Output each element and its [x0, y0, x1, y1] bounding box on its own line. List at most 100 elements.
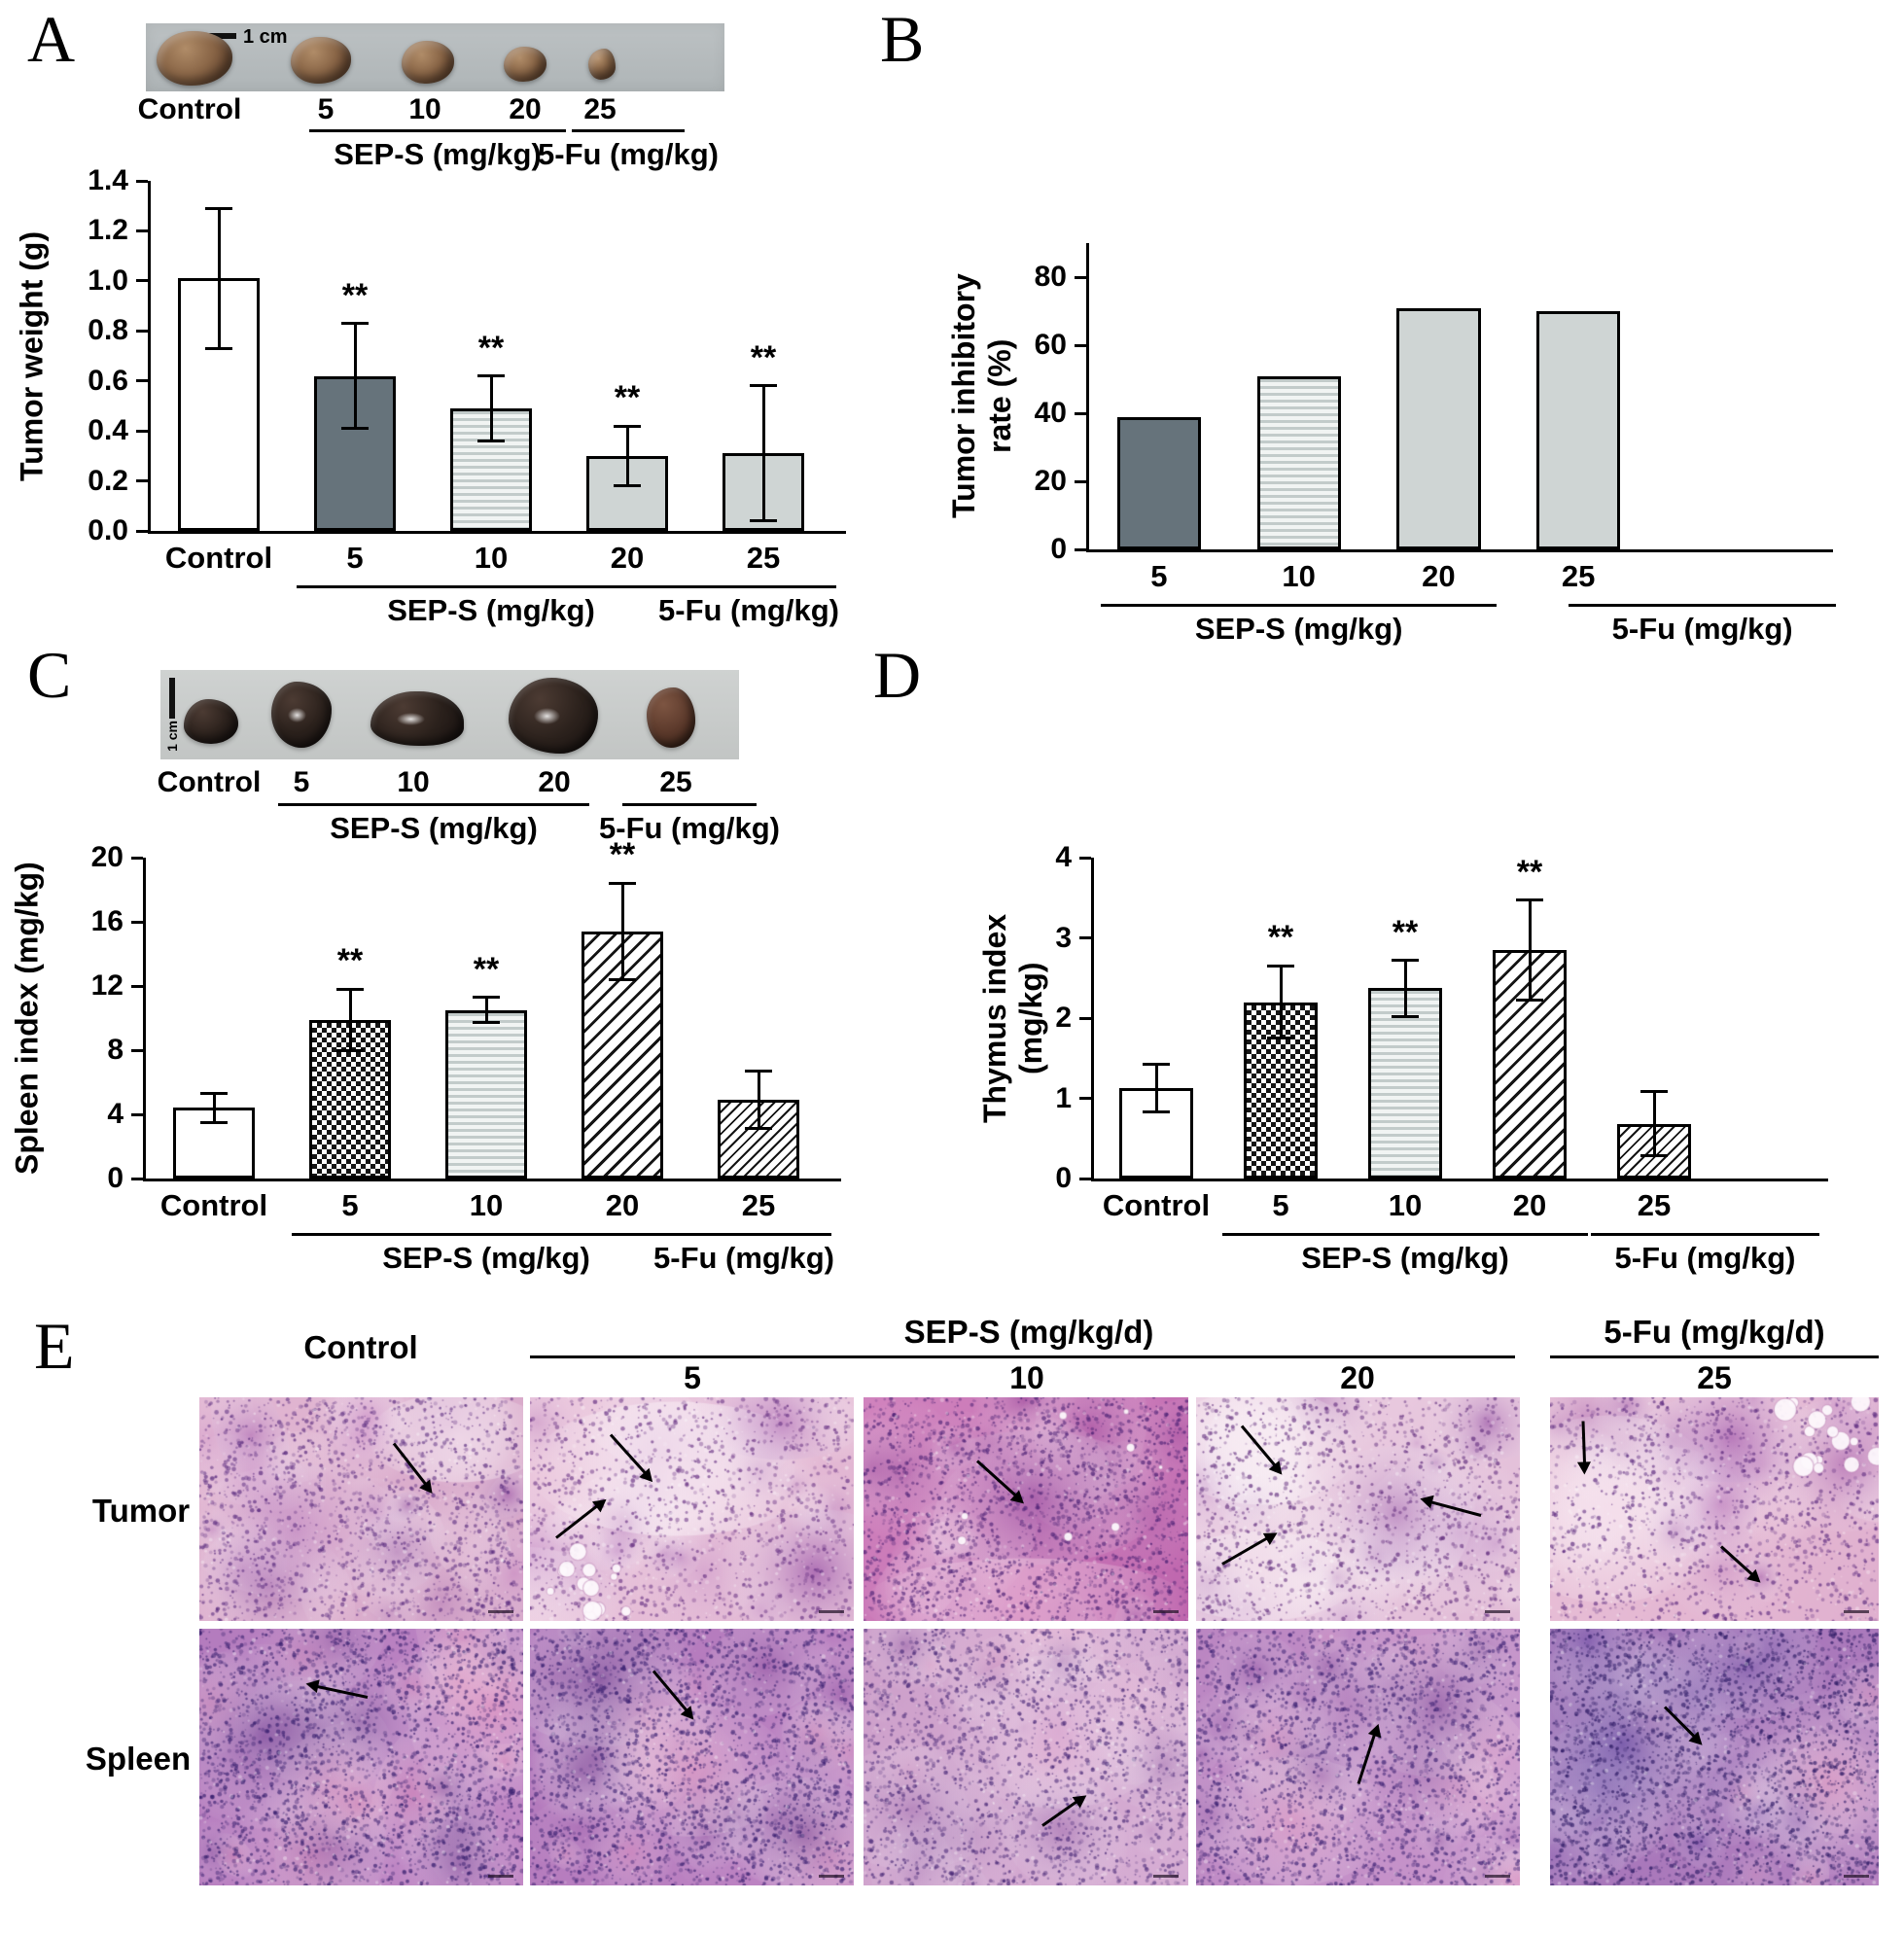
error-cap [609, 977, 636, 981]
e-dose-label: 20 [1340, 1360, 1375, 1395]
error-cap [341, 322, 369, 326]
spleen-photo-labels: Control 5 10 20 25 SEP-S (mg/kg) 5-Fu (mg/kg) [0, 766, 924, 845]
y-axis [1091, 858, 1094, 1181]
error-bar [757, 1071, 760, 1129]
error-cap [200, 1092, 228, 1096]
panel-b: B Tumor inhibitory rate (%) 0 20 40 60 80 5 10 2… [856, 0, 1904, 646]
histology-image-tumor-5 [530, 1397, 854, 1621]
group-label: 5-Fu (mg/kg) [599, 811, 780, 845]
error-cap [477, 439, 505, 442]
x-category-label: Control [159, 1188, 268, 1222]
x-category-label: 25 [1561, 559, 1596, 593]
e-dose-label: 25 [1697, 1360, 1732, 1395]
group-underline [297, 585, 686, 588]
group-underline [622, 803, 757, 806]
y-tick-label: 1.4 [88, 164, 128, 196]
y-tick-label: 2 [1055, 1002, 1072, 1034]
y-tick [131, 984, 143, 988]
spleen-specimen [271, 682, 332, 748]
x-category-label: 5 [1150, 559, 1168, 593]
error-cap [1516, 998, 1543, 1002]
error-bar [1154, 1064, 1158, 1112]
panel-e: E Control SEP-S (mg/kg/d) 5-Fu (mg/kg/d)… [0, 1308, 1904, 1936]
error-cap [1640, 1090, 1668, 1094]
error-bar [1279, 966, 1283, 1038]
x-category-label: 20 [610, 541, 645, 575]
y-tick-label: 4 [107, 1098, 123, 1130]
histology-image-spleen-25 [1550, 1629, 1879, 1885]
histology-image-spleen-20 [1196, 1629, 1520, 1885]
histology-canvas [199, 1629, 523, 1885]
x-category-label: 10 [469, 1188, 504, 1222]
y-axis [143, 858, 146, 1181]
scale-bar [819, 1610, 844, 1613]
histology-canvas [1196, 1629, 1520, 1885]
y-tick [136, 179, 148, 183]
y-tick-label: 60 [1034, 329, 1067, 361]
significance-marker: ** [1392, 913, 1419, 951]
group-label: SEP-S (mg/kg) [1301, 1241, 1509, 1275]
significance-marker: ** [1267, 919, 1294, 957]
y-tick [136, 379, 148, 383]
y-tick-label: 0 [107, 1162, 123, 1194]
histology-image-spleen-control [199, 1629, 523, 1885]
histology-canvas [1550, 1397, 1879, 1621]
bar-10 [445, 1009, 527, 1179]
histology-canvas [530, 1629, 854, 1885]
y-tick [136, 229, 148, 232]
y-tick [131, 1112, 143, 1116]
error-cap [750, 384, 777, 388]
x-category-label: 20 [1512, 1188, 1547, 1222]
group-label: 5-Fu (mg/kg) [1614, 1241, 1796, 1275]
scale-bar [1153, 1875, 1179, 1878]
error-bar [353, 323, 357, 429]
y-tick-label: 20 [90, 841, 123, 873]
error-bar [489, 375, 493, 441]
histology-canvas [1550, 1629, 1879, 1885]
x-category-label: Control [1102, 1188, 1211, 1222]
group-underline [1591, 1233, 1819, 1236]
y-tick-label: 1.2 [88, 214, 128, 247]
group-underline [1100, 604, 1498, 607]
error-cap [609, 881, 636, 885]
tumor-photo-labels: Control 5 10 20 25 SEP-S (mg/kg) 5-Fu (mg/kg) [0, 93, 924, 171]
error-cap [341, 427, 369, 431]
y-tick [1075, 343, 1086, 347]
error-cap [1516, 898, 1543, 902]
x-axis [1091, 1179, 1828, 1181]
x-category-label: 25 [741, 1188, 776, 1222]
significance-marker: ** [1516, 853, 1543, 891]
x-category-label: 5 [341, 1188, 359, 1222]
scale-bar [1485, 1875, 1510, 1878]
group-label: SEP-S (mg/kg) [334, 137, 542, 171]
significance-marker: ** [609, 836, 636, 874]
significance-marker: ** [336, 942, 364, 980]
error-cap [336, 987, 364, 991]
spleen-specimen [370, 691, 464, 746]
error-cap [205, 206, 232, 210]
e-row-label-spleen: Spleen [85, 1741, 192, 1777]
scale-bar-label: 1 cm [164, 721, 180, 752]
e-underline-5fu [1550, 1355, 1879, 1358]
group-underline [1222, 1233, 1588, 1236]
y-tick-label: 8 [107, 1034, 123, 1066]
y-axis-title: Spleen index (mg/kg) [9, 862, 45, 1175]
scale-bar [1485, 1610, 1510, 1613]
histology-image-spleen-5 [530, 1629, 854, 1885]
y-tick [136, 529, 148, 533]
error-bar [1652, 1091, 1656, 1156]
tumor-specimen [291, 37, 351, 84]
bar-10 [1256, 375, 1341, 549]
x-axis [148, 531, 846, 534]
bar-10 [1367, 988, 1443, 1179]
chart-tumor-weight: Tumor weight (g) 0.0 0.2 0.4 0.6 0.8 1.0 1.2 1.4… [15, 164, 914, 637]
tumor-specimen [157, 31, 232, 86]
x-category-label: 10 [1388, 1188, 1423, 1222]
bar-control [1118, 1087, 1194, 1179]
x-category-label: 5 [346, 541, 364, 575]
y-tick [131, 856, 143, 860]
y-tick [1075, 275, 1086, 279]
y-tick-label: 0.4 [88, 414, 128, 447]
y-tick [1079, 1016, 1091, 1020]
significance-marker: ** [750, 338, 777, 376]
